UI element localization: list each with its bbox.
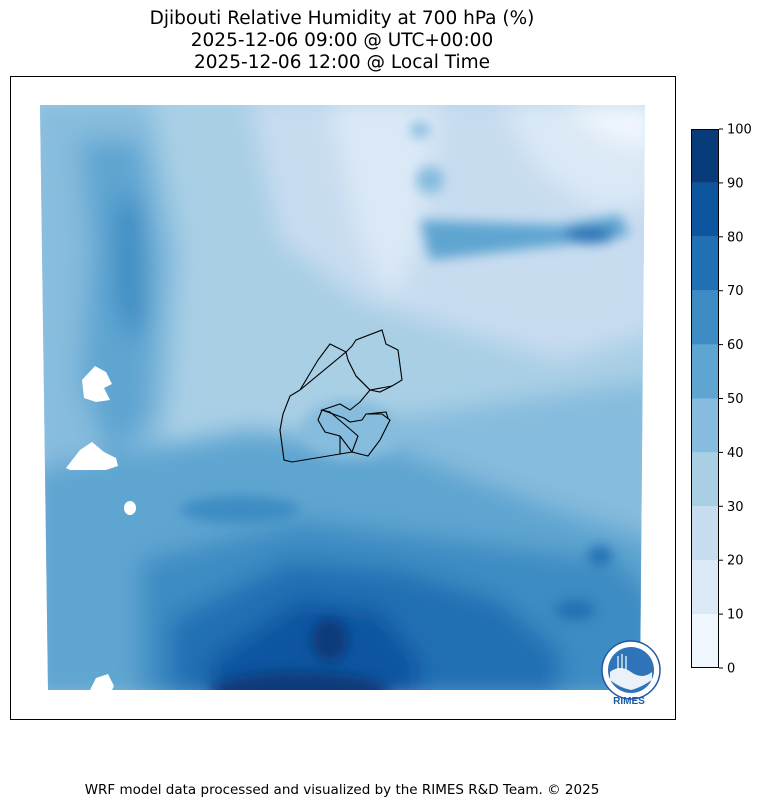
colorbar-tick-label: 0 [727,662,735,677]
colorbar-tick-label: 50 [727,392,744,407]
humidity-field [40,105,645,690]
logo-label: RIMES [613,696,645,707]
field-east-band [420,215,630,260]
colorbar-segment [691,506,719,561]
field-north-spot [416,166,444,194]
border-south-region [317,409,391,457]
colorbar-segment [691,236,719,291]
colorbar-tick-label: 70 [727,284,744,299]
colorbar-tick-label: 100 [727,123,752,138]
rimes-logo: RIMES [601,640,661,707]
field-north-spot-2 [410,122,430,138]
colorbar-segment [691,560,719,615]
colorbar-segment [691,182,719,237]
field-east-band-core [565,227,615,243]
missing-data-patch [82,366,112,402]
border-north-region [299,329,403,393]
field-se-spot-2 [555,600,595,620]
colorbar-tick-label: 30 [727,500,744,515]
colorbar-tick-label: 80 [727,230,744,245]
field-se-spot [588,546,612,566]
colorbar-tick-label: 90 [727,176,744,191]
field-south-darkest [312,618,348,662]
field-dry-strip [330,105,440,300]
chart-subtitle-utc: 2025-12-06 09:00 @ UTC+00:00 [190,30,494,51]
djibouti-border [279,329,403,463]
border-internal [355,375,393,391]
field-djibouti-moist [300,400,400,460]
colorbar-segment [691,344,719,399]
logo-rain [617,654,627,670]
colorbar-tick-label: 10 [727,608,744,623]
field-south-streak [180,496,300,524]
field-west-core [115,200,145,340]
footer-credit: WRF model data processed and visualized … [84,782,600,798]
colorbar-tick-label: 20 [727,554,744,569]
chart-subtitle-local: 2025-12-06 12:00 @ Local Time [193,52,491,73]
missing-data-patch [124,501,136,515]
field-driest-corner [560,105,645,150]
logo-wave [610,668,652,690]
colorbar-segment [691,614,719,668]
colorbar-tick-label: 40 [727,446,744,461]
colorbar-ticks: 0 10 20 30 40 50 60 70 80 90 100 [719,123,752,677]
field-south-darkest-base [210,672,390,690]
colorbar-segment [691,290,719,345]
colorbar-segment [691,129,719,183]
missing-data-patch [90,674,114,690]
missing-data-patch [66,442,118,470]
border-gulf-coast [365,411,389,419]
colorbar-frame [691,129,719,668]
colorbar-segment [691,398,719,453]
border-west-region [279,389,371,463]
colorbar-segment [691,452,719,507]
colorbar [691,129,719,668]
chart-title: Djibouti Relative Humidity at 700 hPa (%… [149,8,535,29]
colorbar-tick-label: 60 [727,338,744,353]
